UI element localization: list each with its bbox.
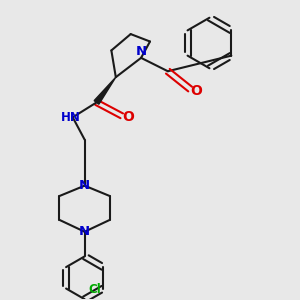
Text: N: N: [79, 225, 90, 238]
Text: O: O: [191, 84, 203, 98]
Text: N: N: [79, 179, 90, 192]
Text: HN: HN: [61, 111, 81, 124]
Text: Cl: Cl: [88, 284, 101, 296]
Text: N: N: [136, 45, 147, 58]
Polygon shape: [94, 77, 116, 104]
Text: O: O: [122, 110, 134, 124]
